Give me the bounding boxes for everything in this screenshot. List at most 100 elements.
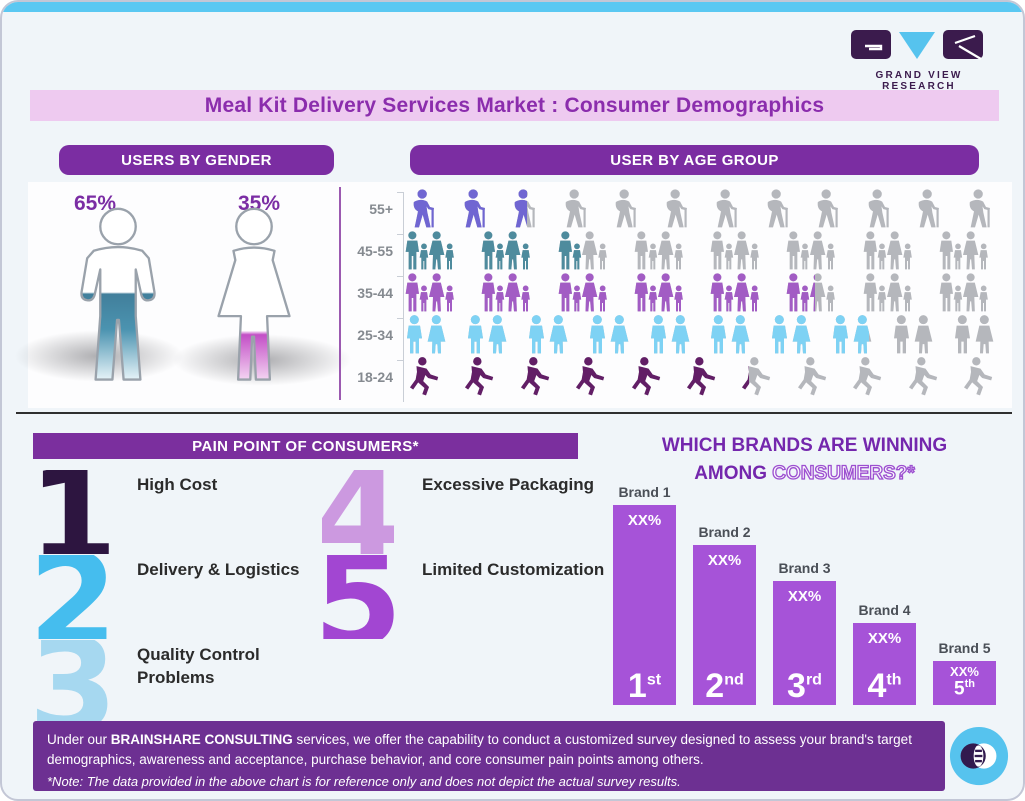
family-icon [935,231,1001,271]
elderly-icon [603,189,647,229]
pictograph-row [401,357,1001,397]
pain-point-label: Limited Customization [422,560,605,579]
footer-disclaimer: *Note: The data provided in the above ch… [47,774,681,790]
age-row-label: 18-24 [357,369,393,385]
age-row-55+: 55+ [347,188,1011,230]
family-icon [554,231,581,271]
pain-number-1-icon: 1 [37,470,109,554]
age-row-label: 55+ [369,201,393,217]
vertical-divider [339,187,341,400]
pain-point-label: High Cost [137,475,218,494]
couple-icon [705,315,757,355]
male-percentage: 65% [74,192,117,215]
age-row-25-34: 25-34 [347,314,1011,356]
brand-bar-column: Brand 1 XX% 1st [613,484,676,705]
brand-bar: XX% 1st [613,505,676,705]
family-icon [477,273,543,313]
brand-label: Brand 1 [618,484,671,500]
age-row-45-55: 45-55 [347,230,1011,272]
logo-text: GRAND VIEW RESEARCH [875,70,963,92]
brand-bar-column: Brand 5 XX% 5th [933,640,996,705]
family-icon [782,273,815,313]
runner-icon [789,357,835,397]
pain-point-label: Delivery & Logistics [137,560,300,579]
family-icon [477,231,543,271]
brand-bar: XX% 2nd [693,545,756,705]
pain-point-item: 5 Limited Customization [322,555,604,639]
elderly-icon [553,189,597,229]
runner-icon [733,357,749,397]
couple-icon [462,315,514,355]
runner-icon [844,357,890,397]
brand-share-value: XX% [707,552,742,569]
pain-point-item: 3 Quality Control Problems [37,640,327,724]
footer-text: Under our BRAINSHARE CONSULTING services… [47,732,912,767]
age-group-chart: 55+ 45-55 35-44 25-34 18-24 [347,188,1011,404]
family-icon [630,231,696,271]
top-accent-bar [2,2,1023,12]
elderly-icon [704,189,748,229]
brands-question-title: WHICH BRANDS ARE WINNING AMONG CONSUMERS… [602,432,1007,487]
pictograph-row [401,315,1001,355]
pictograph-row [401,273,1001,313]
brainshare-consulting-text: BRAINSHARE CONSULTING [110,732,293,747]
brand-rank: 3rd [787,667,822,705]
footer-note-box: Under our BRAINSHARE CONSULTING services… [33,721,945,791]
runner-icon [623,357,669,397]
pain-number-5-icon: 5 [322,555,394,639]
brand-bar-column: Brand 3 XX% 3rd [773,560,836,705]
pain-point-item: 2 Delivery & Logistics [37,555,300,639]
brand-label: Brand 4 [858,602,911,618]
elderly-icon [755,189,799,229]
grand-view-research-logo: GRAND VIEW RESEARCH [845,28,993,92]
gvr-logo-icon [851,30,983,60]
brand-label: Brand 5 [938,640,991,656]
couple-icon [523,315,575,355]
brand-bar-column: Brand 4 XX% 4th [853,602,916,705]
page-title: Meal Kit Delivery Services Market : Cons… [204,93,825,117]
brand-share-value: XX% [867,630,902,647]
elderly-icon [856,189,900,229]
brand-share-value: XX% [787,588,822,605]
brand-label: Brand 3 [778,560,831,576]
elderly-icon [452,189,496,229]
family-icon [401,273,467,313]
user-by-age-group-header: USER BY AGE GROUP [410,145,979,175]
gender-chart: 65% 35% [14,184,352,406]
brand-rank: 5th [954,678,975,700]
pain-point-label: Excessive Packaging [422,475,595,494]
age-row-label: 35-44 [357,285,393,301]
couple-icon [949,315,1001,355]
brands-bar-chart: Brand 1 XX% 1st Brand 2 XX% 2nd Brand 3 XX% 3rd B… [613,464,1013,705]
pain-number-2-icon: 2 [37,555,109,639]
family-icon [401,231,467,271]
elderly-icon [654,189,698,229]
brand-bar: XX% 5th [933,661,996,705]
runner-icon [456,357,502,397]
pain-point-label: Quality Control Problems [137,645,260,687]
pain-number-3-icon: 3 [37,640,109,724]
runner-icon [955,357,1001,397]
age-row-label: 45-55 [357,243,393,259]
family-icon [859,231,925,271]
elderly-icon [957,189,1001,229]
male-figure-icon [62,206,174,393]
elderly-icon [502,189,527,229]
horizontal-divider [16,412,1012,414]
brand-rank: 2nd [705,667,744,705]
pain-points-header: PAIN POINT OF CONSUMERS* [33,433,578,459]
elderly-icon [401,189,445,229]
elderly-icon [805,189,849,229]
couple-icon [766,315,818,355]
age-row-35-44: 35-44 [347,272,1011,314]
family-icon [706,231,772,271]
couple-icon [888,315,940,355]
pictograph-row [401,231,1001,271]
family-icon [935,273,1001,313]
family-icon [630,273,696,313]
consumers-outline-text: CONSUMERS?* [772,462,916,484]
brand-rank: 4th [867,667,902,705]
brand-share-value: XX% [627,512,662,529]
brands-title-line1: WHICH BRANDS ARE WINNING [661,435,948,456]
